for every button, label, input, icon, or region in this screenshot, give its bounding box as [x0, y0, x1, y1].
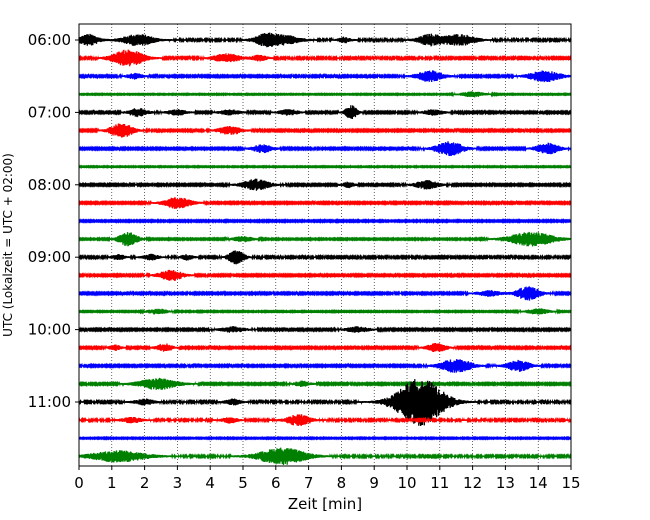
- trace-0745: [78, 178, 572, 191]
- x-tick-label: 0: [74, 474, 84, 492]
- trace-group: [78, 32, 572, 466]
- x-tick-label: 14: [529, 474, 548, 492]
- y-tick-label: 10:00: [28, 321, 71, 339]
- trace-0800: [78, 197, 572, 209]
- x-tick-label: 12: [463, 474, 482, 492]
- trace-1115: [78, 435, 572, 441]
- x-tick-label: 3: [173, 474, 183, 492]
- x-tick-label: 15: [561, 474, 580, 492]
- trace-0930: [78, 308, 572, 315]
- trace-0700: [78, 123, 572, 138]
- trace-0900: [78, 269, 572, 281]
- x-tick-label: 10: [397, 474, 416, 492]
- trace-0615: [78, 70, 572, 83]
- trace-1015: [78, 359, 572, 373]
- y-axis: 06:00 07:00 08:00 09:00 10:00 11:00: [28, 31, 79, 411]
- trace-0730: [78, 164, 572, 170]
- x-tick-label: 8: [337, 474, 347, 492]
- trace-0845: [78, 250, 572, 265]
- trace-1045: [78, 379, 572, 426]
- y-tick-label: 08:00: [28, 176, 71, 194]
- y-axis-label: UTC (Lokalzeit = UTC + 02:00): [1, 153, 15, 337]
- x-tick-label: 9: [369, 474, 379, 492]
- x-tick-label: 6: [271, 474, 281, 492]
- trace-0545: [78, 32, 572, 48]
- trace-0815: [78, 217, 572, 225]
- trace-0830: [78, 231, 572, 247]
- trace-1000: [78, 343, 572, 353]
- x-tick-label: 11: [430, 474, 449, 492]
- y-tick-label: 11:00: [28, 393, 71, 411]
- trace-1030: [78, 377, 572, 390]
- trace-0915: [78, 286, 572, 301]
- trace-0630: [78, 91, 572, 98]
- trace-0715: [78, 141, 572, 157]
- y-tick-label: 06:00: [28, 31, 71, 49]
- x-axis-label: Zeit [min]: [288, 495, 362, 513]
- x-tick-label: 5: [238, 474, 248, 492]
- x-tick-label: 13: [496, 474, 515, 492]
- x-tick-label: 7: [304, 474, 314, 492]
- trace-0600: [78, 49, 572, 67]
- trace-0645: [78, 105, 572, 120]
- x-tick-label: 2: [140, 474, 150, 492]
- x-tick-label: 4: [205, 474, 215, 492]
- x-axis: 0 1 2 3 4 5 6 7 8 9 10 11 12 13 14 15: [74, 466, 581, 492]
- trace-0945: [78, 326, 572, 333]
- x-tick-label: 1: [107, 474, 117, 492]
- plot-frame: [78, 23, 572, 467]
- trace-1100: [78, 414, 572, 426]
- y-tick-label: 09:00: [28, 248, 71, 266]
- trace-1130: [78, 447, 572, 466]
- y-tick-label: 07:00: [28, 103, 71, 121]
